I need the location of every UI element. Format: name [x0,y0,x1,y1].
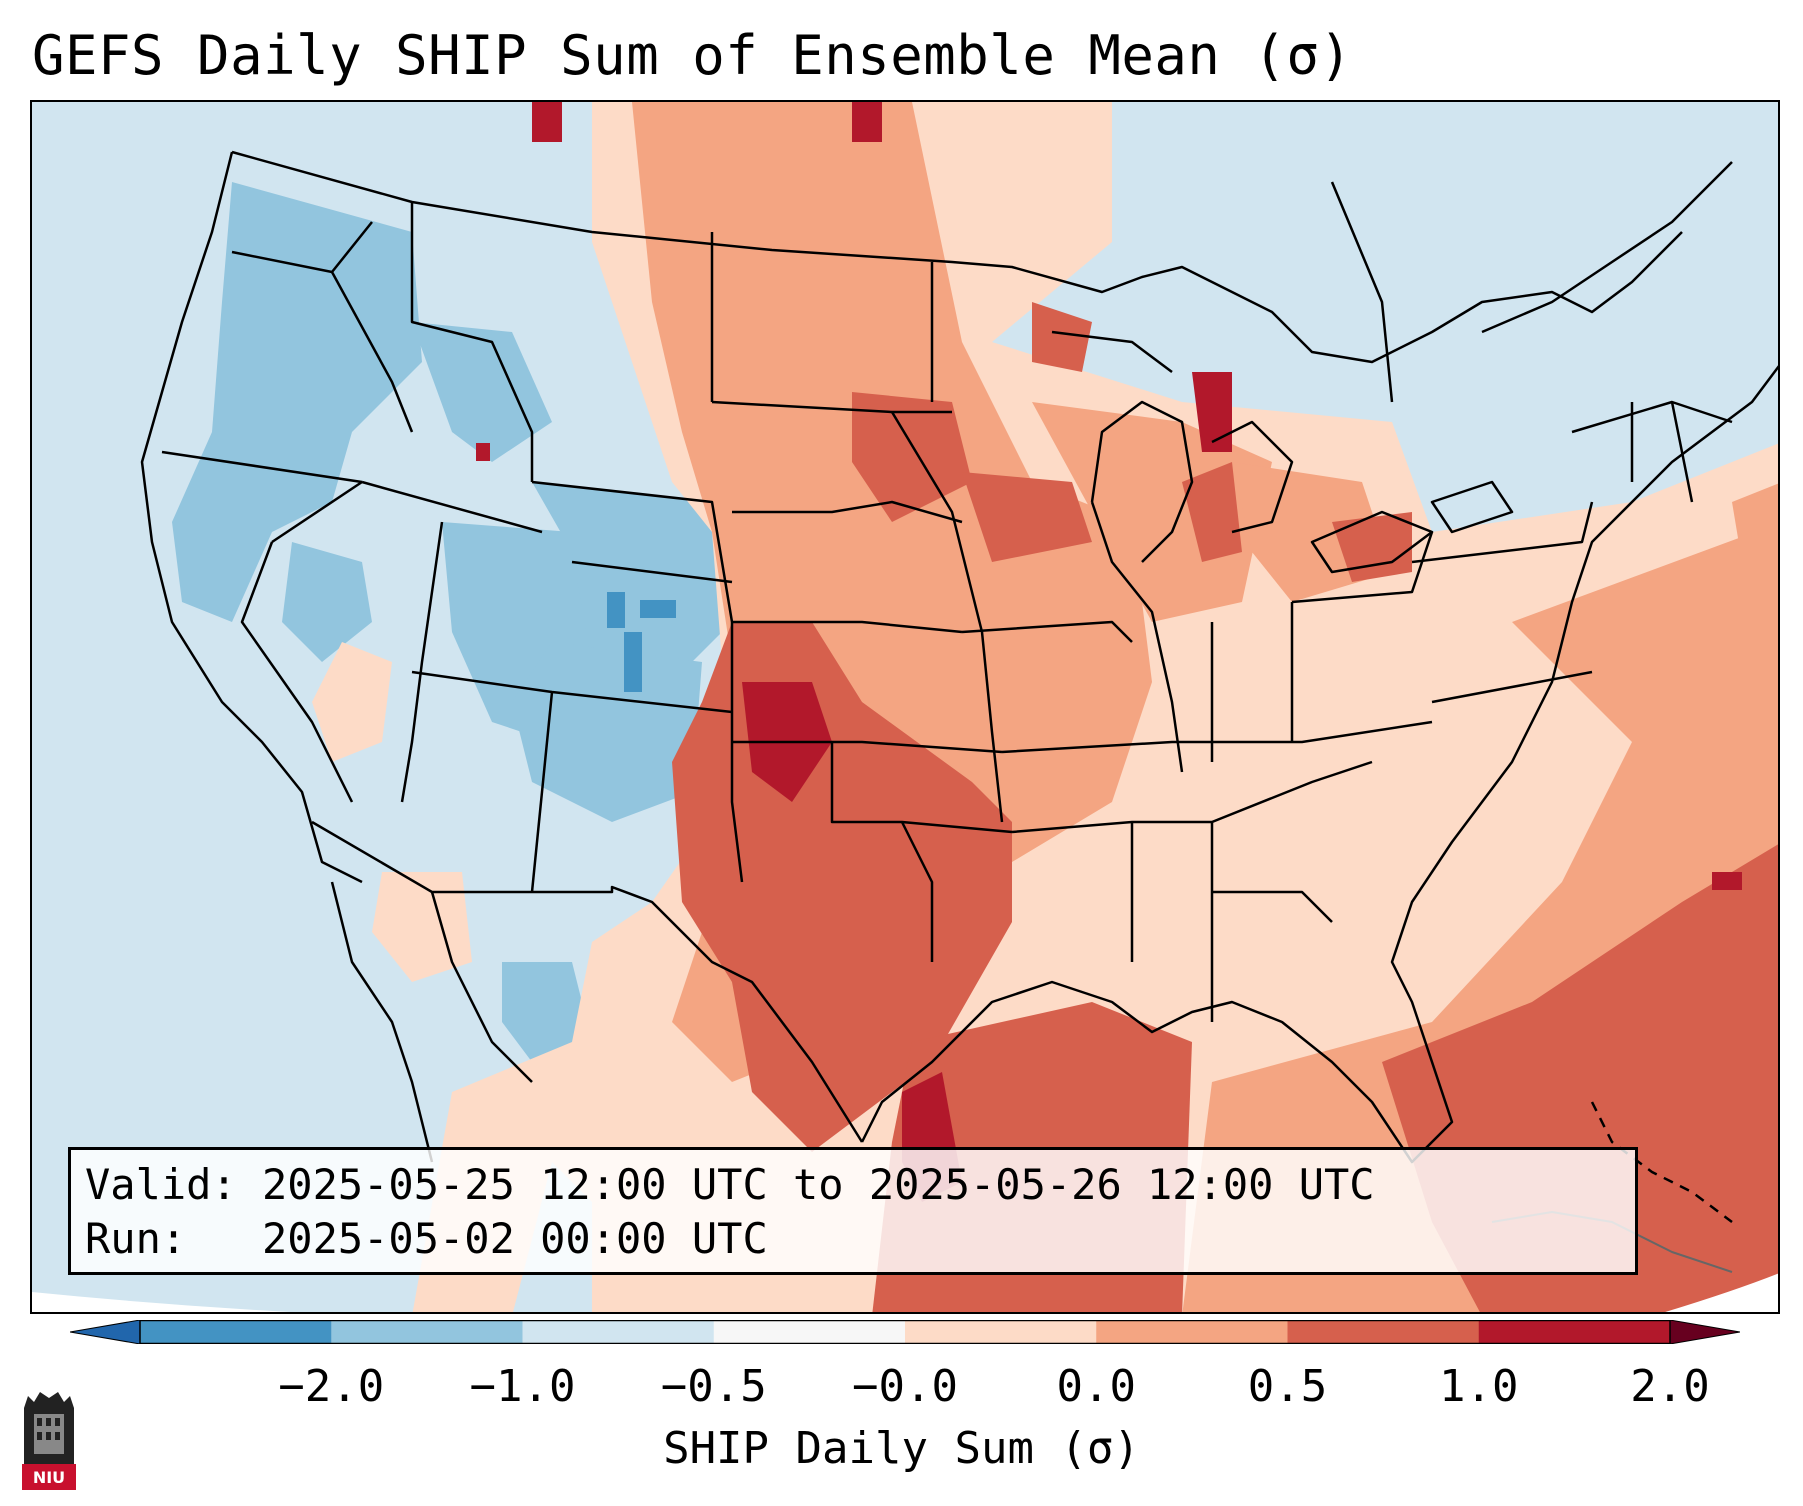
colorbar-tick-label: 0.0 [1056,1361,1136,1412]
run-time-text: Run: 2025-05-02 00:00 UTC [85,1214,768,1263]
map-panel: Valid: 2025-05-25 12:00 UTC to 2025-05-2… [30,100,1780,1314]
colorbar-segment [1287,1320,1480,1344]
strong-negative-anomaly [607,592,676,692]
colorbar-outline [139,1320,1671,1344]
colorbar-extend-low [70,1320,141,1344]
niu-logo-icon [22,1392,76,1490]
colorbar-segment [1478,1320,1671,1344]
map-title: GEFS Daily SHIP Sum of Ensemble Mean (σ) [32,24,1353,87]
info-box: Valid: 2025-05-25 12:00 UTC to 2025-05-2… [68,1147,1638,1275]
niu-logo-text: NIU [32,1468,66,1487]
niu-logo: NIU [18,1388,80,1492]
colorbar-tick-label: 0.5 [1247,1361,1328,1412]
colorbar-tick-label: −2.0 [278,1361,385,1412]
colorbar-tick-label: 2.0 [1630,1361,1710,1412]
colorbar-segment [905,1320,1097,1344]
colorbar-segment [140,1320,332,1344]
ship-anomaly-map [32,102,1778,1312]
colorbar-ticks: −2.0 −1.0 −0.5 −0.0 0.0 0.5 1.0 2.0 [0,1362,1803,1412]
colorbar-segment [1096,1320,1288,1344]
colorbar-segment [713,1320,906,1344]
colorbar-segment [522,1320,715,1344]
colorbar-label: SHIP Daily Sum (σ) [663,1423,1140,1474]
colorbar-tick-label: −1.0 [469,1361,576,1412]
state-boundaries [140,150,1778,1273]
colorbar-segment [331,1320,523,1344]
colorbar-extend-high [1669,1320,1740,1344]
valid-time-text: Valid: 2025-05-25 12:00 UTC to 2025-05-2… [85,1160,1375,1209]
colorbar-tick-label: −0.5 [660,1361,767,1412]
colorbar-tick-label: 1.0 [1439,1361,1519,1412]
negative-anomaly-west [172,182,732,1062]
colorbar-tick-label: −0.0 [852,1361,958,1412]
colorbar [70,1320,1740,1344]
